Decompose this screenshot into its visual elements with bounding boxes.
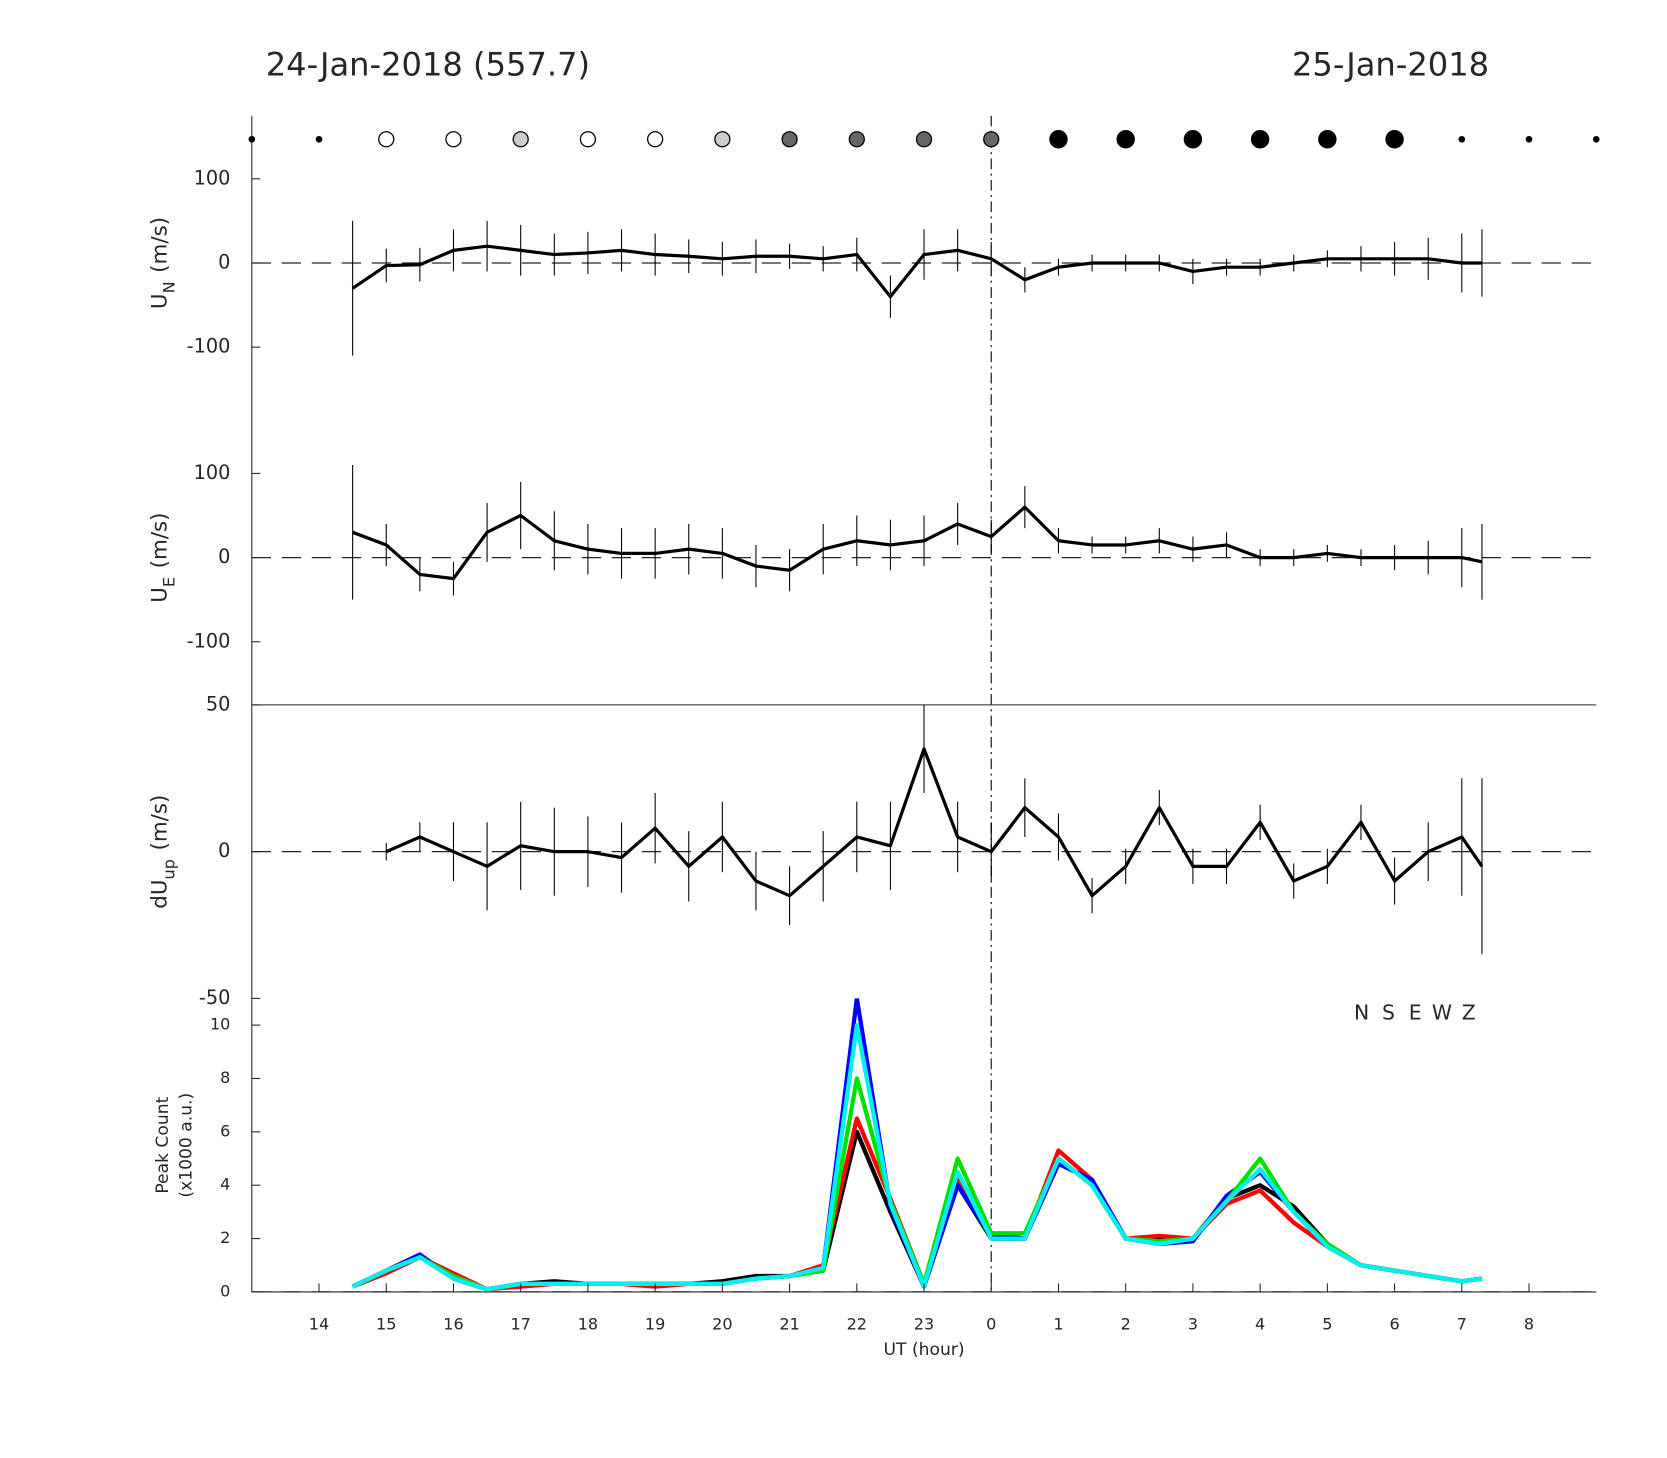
x-tick-label: 6 xyxy=(1389,1315,1399,1334)
legend-entry: E xyxy=(1409,1000,1422,1024)
x-tick-label: 21 xyxy=(779,1315,799,1334)
x-tick-label: 19 xyxy=(645,1315,665,1334)
x-tick-label: 7 xyxy=(1457,1315,1467,1334)
sky-symbol xyxy=(378,131,395,148)
y-label-base: U xyxy=(148,293,173,309)
x-tick-label: 8 xyxy=(1524,1315,1534,1334)
y-tick-label: -50 xyxy=(199,986,230,1009)
y-tick-label: -100 xyxy=(187,629,231,652)
x-tick-label: 0 xyxy=(986,1315,996,1334)
x-tick-label: 5 xyxy=(1322,1315,1332,1334)
sky-symbol xyxy=(1385,130,1404,149)
panel xyxy=(251,704,1597,955)
y-axis-label: UN (m/s) xyxy=(148,217,178,309)
y-tick-label: -100 xyxy=(187,335,231,358)
y-tick-label: 0 xyxy=(218,545,230,568)
y-axis-label: (x1000 a.u.) xyxy=(176,1093,196,1198)
panel xyxy=(251,220,1597,356)
y-label-unit: (m/s) xyxy=(148,217,173,273)
panel xyxy=(251,998,1597,1292)
date-right: 25-Jan-2018 xyxy=(1292,45,1489,83)
x-tick-label: 1 xyxy=(1053,1315,1063,1334)
series-line xyxy=(351,1022,1483,1292)
y-tick-label: 100 xyxy=(194,461,231,484)
y-tick-label: 2 xyxy=(220,1228,230,1247)
y-axis-label: dUup (m/s) xyxy=(148,795,178,909)
y-tick-label: 0 xyxy=(220,1281,230,1300)
x-tick-label: 2 xyxy=(1121,1315,1131,1334)
y-label-base: dU xyxy=(148,879,173,908)
x-tick-label: 20 xyxy=(712,1315,732,1334)
legend-entry: W xyxy=(1432,1000,1452,1024)
y-tick-label: 0 xyxy=(218,250,230,273)
y-tick-label: 10 xyxy=(210,1015,230,1034)
x-tick-label: 4 xyxy=(1255,1315,1265,1334)
sky-symbol xyxy=(1592,135,1600,143)
sky-symbol xyxy=(579,131,597,148)
x-tick-label: 17 xyxy=(510,1315,530,1334)
sky-symbol xyxy=(1250,130,1270,149)
sky-symbol xyxy=(1525,135,1533,143)
y-label-sub: up xyxy=(159,859,178,879)
y-tick-label: 100 xyxy=(194,166,231,189)
y-label-base: U xyxy=(148,587,173,603)
y-tick-label: 50 xyxy=(206,692,231,715)
y-label-sub: E xyxy=(159,577,178,587)
sky-symbol xyxy=(445,131,462,148)
x-tick-label: 15 xyxy=(376,1315,396,1334)
y-label-sub: N xyxy=(159,281,178,293)
x-tick-label: 22 xyxy=(847,1315,867,1334)
sky-symbol xyxy=(714,131,731,148)
legend-entry: S xyxy=(1382,1000,1395,1024)
series-line xyxy=(352,505,1483,581)
series-line xyxy=(351,998,1483,1292)
y-label-unit: (m/s) xyxy=(148,795,173,851)
sky-symbol xyxy=(1458,135,1466,143)
series-line xyxy=(351,244,1482,299)
y-label-unit: (m/s) xyxy=(148,512,173,568)
y-axis-label: Peak Count xyxy=(153,1096,173,1193)
sky-symbol xyxy=(1049,130,1068,149)
sky-symbol xyxy=(915,131,933,148)
sky-symbol xyxy=(646,131,664,148)
sky-symbol xyxy=(512,131,529,148)
x-tick-label: 16 xyxy=(443,1315,463,1334)
sky-symbol xyxy=(781,131,798,148)
sky-symbol xyxy=(983,131,1000,148)
sky-symbol xyxy=(1116,130,1135,149)
series-line xyxy=(385,747,1484,898)
x-axis-label: UT (hour) xyxy=(884,1340,965,1360)
series-line xyxy=(351,1076,1483,1292)
sky-symbol xyxy=(315,135,323,143)
x-tick-label: 3 xyxy=(1188,1315,1198,1334)
sky-symbol xyxy=(848,131,865,148)
legend-entry: N xyxy=(1354,1000,1369,1024)
y-axis-label: UE (m/s) xyxy=(148,512,178,602)
date-left: 24-Jan-2018 (557.7) xyxy=(266,45,590,83)
panel xyxy=(251,465,1597,600)
legend-entry: Z xyxy=(1462,1000,1476,1024)
y-tick-label: 6 xyxy=(220,1121,230,1140)
x-tick-label: 23 xyxy=(914,1315,934,1334)
sky-symbol xyxy=(1183,130,1203,149)
y-tick-label: 0 xyxy=(218,839,230,862)
x-tick-label: 18 xyxy=(578,1315,598,1334)
x-tick-label: 14 xyxy=(309,1315,329,1334)
y-tick-label: 8 xyxy=(220,1068,230,1087)
sky-symbol xyxy=(1318,130,1337,149)
sky-symbol xyxy=(248,135,256,143)
y-tick-label: 4 xyxy=(220,1175,230,1194)
